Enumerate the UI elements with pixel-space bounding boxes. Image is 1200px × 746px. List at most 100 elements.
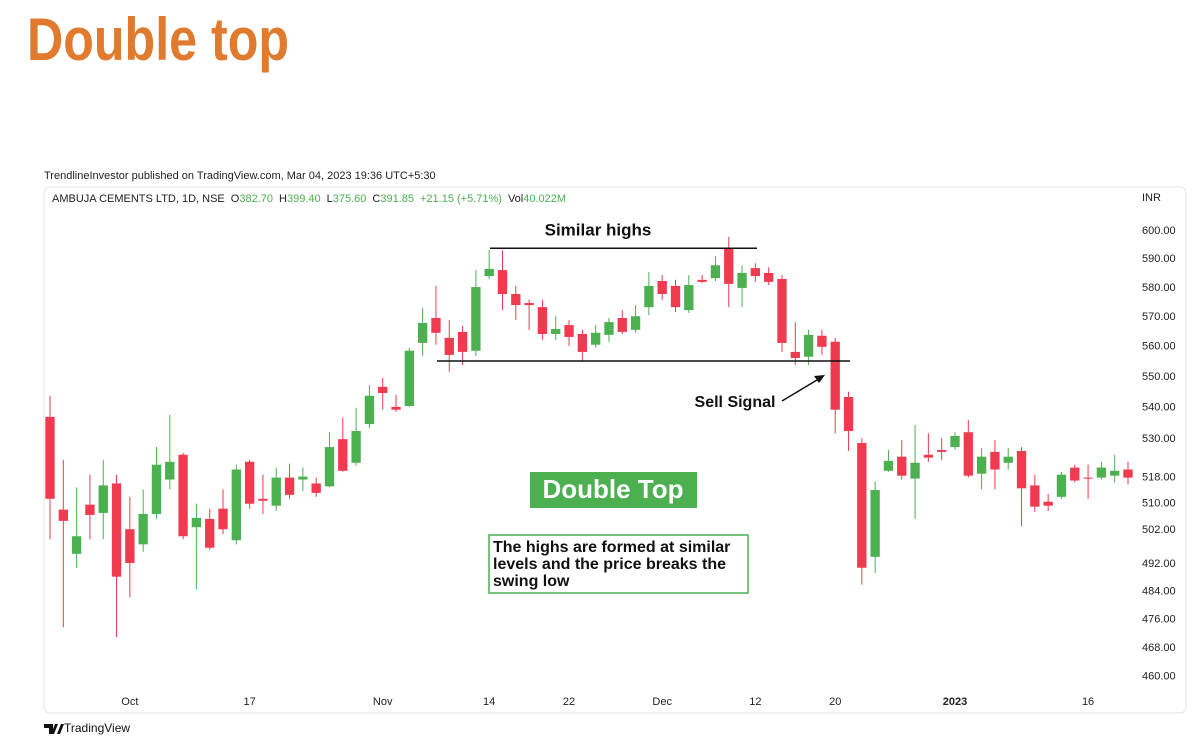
legend-value: 40.022M <box>523 193 566 205</box>
candle-body <box>697 279 707 282</box>
note-line: levels and the price breaks the <box>493 556 726 573</box>
candle-body <box>990 451 1000 470</box>
annotation: Similar highs <box>545 220 652 239</box>
note-line: The highs are formed at similar <box>493 539 730 556</box>
legend-key: C <box>372 193 380 205</box>
y-tick-label: 570.00 <box>1142 311 1176 323</box>
candle-body <box>98 485 108 513</box>
note-line: swing low <box>493 573 570 590</box>
candle-body <box>764 272 774 282</box>
candle-body <box>1016 450 1027 489</box>
candle-body <box>178 454 188 537</box>
x-tick-label: Nov <box>373 696 393 708</box>
x-tick-label: 17 <box>244 696 256 708</box>
candle-body <box>138 513 148 545</box>
y-tick-label: 580.00 <box>1142 282 1176 294</box>
y-tick-label: 600.00 <box>1142 225 1176 237</box>
candle-body <box>870 489 880 557</box>
y-tick-label: 476.00 <box>1142 613 1176 625</box>
candle-body <box>537 307 548 334</box>
candle-body <box>45 416 55 499</box>
candle-body <box>524 303 534 306</box>
candle-body <box>1030 485 1040 507</box>
y-tick-label: 492.00 <box>1142 558 1176 570</box>
candle-body <box>937 449 947 452</box>
candle-body <box>976 456 987 474</box>
page-title: Double top <box>27 6 289 73</box>
candle-body <box>1096 467 1107 478</box>
legend-key: L <box>327 193 333 205</box>
y-tick-label: 590.00 <box>1142 253 1176 265</box>
candle-body <box>1003 456 1013 463</box>
candle-body <box>484 268 494 277</box>
candle-body <box>737 272 747 288</box>
symbol: AMBUJA CEMENTS LTD, 1D, NSE <box>52 193 225 205</box>
y-tick-label: 540.00 <box>1142 402 1176 414</box>
candle-body <box>963 432 973 476</box>
x-tick-label: Dec <box>652 696 672 708</box>
candle-body <box>151 464 162 514</box>
y-tick-label: 510.00 <box>1142 498 1176 510</box>
x-tick-label: 14 <box>483 696 495 708</box>
candle-body <box>857 442 867 568</box>
legend-key: Vol <box>508 193 523 205</box>
legend-value: 391.85 <box>380 193 414 205</box>
x-tick-label: 12 <box>749 696 761 708</box>
x-tick-label: 16 <box>1082 696 1094 708</box>
candle-body <box>417 323 428 343</box>
ohlc-legend: AMBUJA CEMENTS LTD, 1D, NSE O382.70 H399.4… <box>52 193 566 205</box>
candle-body <box>817 335 827 347</box>
candle-body <box>843 396 854 431</box>
candle-body <box>85 504 95 515</box>
candle-body <box>444 337 454 355</box>
candle-body <box>803 334 814 357</box>
candle-body <box>511 294 521 306</box>
candle-body <box>338 439 348 471</box>
candle-body <box>364 395 375 425</box>
candle-body <box>590 332 601 345</box>
candle-body <box>111 483 122 577</box>
candle-body <box>724 248 734 284</box>
x-tick-label: 22 <box>563 696 575 708</box>
candle-body <box>1043 501 1053 506</box>
candle-body <box>1056 474 1067 497</box>
candle-body <box>1083 477 1093 479</box>
footer: TradingView <box>64 721 130 735</box>
candle-body <box>311 483 321 493</box>
candle-body <box>644 285 654 308</box>
y-tick-label: 502.00 <box>1142 524 1176 536</box>
candle-body <box>777 278 787 343</box>
candle-body <box>58 509 68 521</box>
candle-body <box>71 536 82 554</box>
candle-body <box>910 462 920 479</box>
candle-body <box>391 406 401 410</box>
candle-body <box>431 317 441 333</box>
y-tick-label: 560.00 <box>1142 341 1176 353</box>
candle-body <box>604 322 614 335</box>
candle-body <box>205 518 215 548</box>
candle-body <box>564 325 574 337</box>
candle-body <box>258 498 268 501</box>
candle-body <box>950 436 960 448</box>
legend-value: 375.60 <box>333 193 367 205</box>
candle-body <box>497 270 508 295</box>
candle-body <box>378 386 388 393</box>
candle-body <box>404 350 414 406</box>
candle-body <box>617 317 627 332</box>
candle-body <box>710 265 721 279</box>
y-tick-label: 550.00 <box>1142 371 1176 383</box>
legend-value: 382.70 <box>239 193 273 205</box>
candle-body <box>298 476 308 480</box>
candle-body <box>684 285 694 311</box>
candle-body <box>471 287 481 351</box>
y-tick-label: 484.00 <box>1142 585 1176 597</box>
annotation: Sell Signal <box>695 394 776 411</box>
footer-logo <box>44 724 64 734</box>
candle-body <box>231 469 241 541</box>
candle-body <box>165 461 175 480</box>
candle-body <box>630 316 641 330</box>
candle-body <box>271 477 281 506</box>
chart-frame <box>43 186 1187 714</box>
y-tick-label: 468.00 <box>1142 642 1176 654</box>
note-box <box>488 534 749 594</box>
